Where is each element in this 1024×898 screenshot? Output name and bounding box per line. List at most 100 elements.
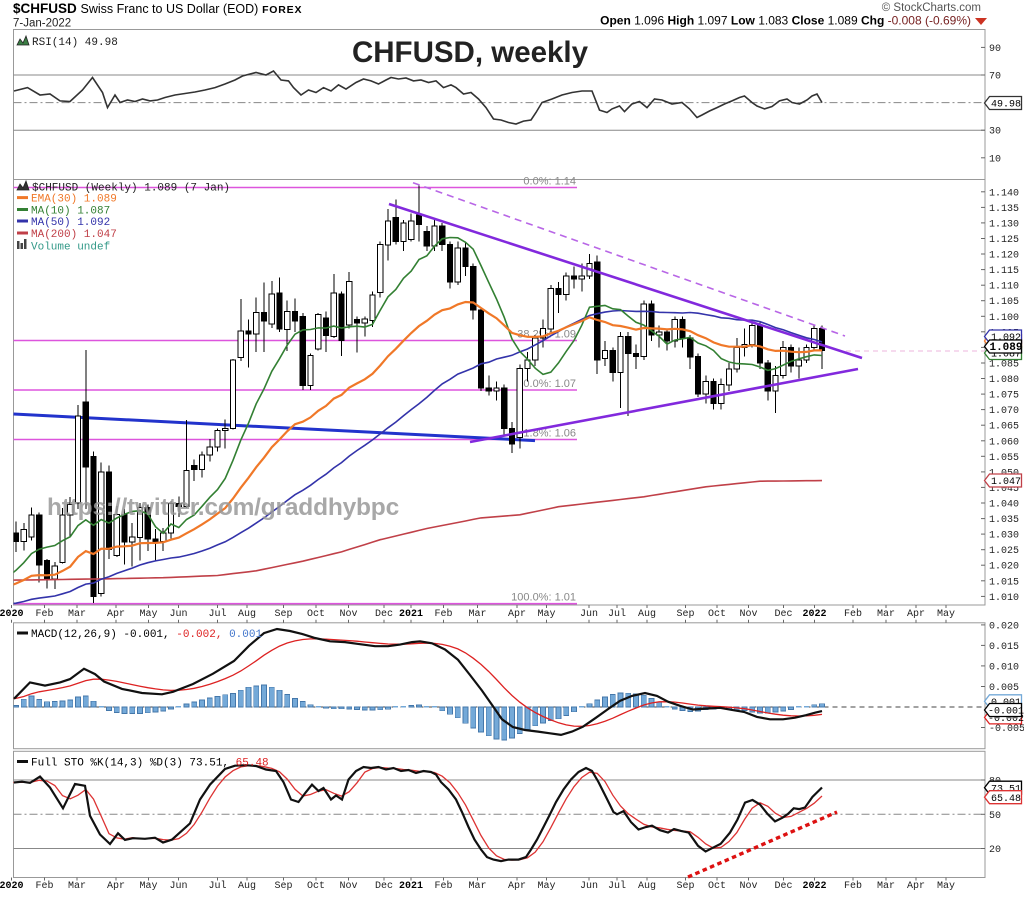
svg-text:Mar: Mar bbox=[877, 609, 895, 620]
svg-text:1.135: 1.135 bbox=[989, 204, 1019, 215]
svg-text:1.047: 1.047 bbox=[991, 477, 1021, 488]
svg-text:EMA(30) 1.089: EMA(30) 1.089 bbox=[31, 194, 117, 206]
svg-text:Dec: Dec bbox=[375, 609, 393, 620]
svg-text:Full STO %K(14,3) %D(3) 73.51,: Full STO %K(14,3) %D(3) 73.51, 65.48 bbox=[31, 758, 269, 770]
svg-text:1.087: 1.087 bbox=[991, 350, 1021, 361]
svg-text:1.075: 1.075 bbox=[989, 391, 1019, 402]
svg-text:-0.005: -0.005 bbox=[989, 724, 1024, 735]
svg-text:MA(200) 1.047: MA(200) 1.047 bbox=[31, 229, 117, 241]
svg-text:1.070: 1.070 bbox=[989, 406, 1019, 417]
svg-text:May: May bbox=[537, 881, 555, 892]
svg-text:Sep: Sep bbox=[274, 609, 292, 620]
svg-text:Apr: Apr bbox=[107, 881, 125, 892]
svg-text:Volume undef: Volume undef bbox=[31, 242, 110, 254]
svg-text:2021: 2021 bbox=[399, 881, 423, 892]
svg-text:70: 70 bbox=[989, 72, 1001, 83]
svg-text:-0.002: -0.002 bbox=[988, 714, 1024, 725]
svg-text:Apr: Apr bbox=[508, 609, 526, 620]
svg-text:MACD(12,26,9) -0.001, -0.002,: MACD(12,26,9) -0.001, -0.002, 0.001 bbox=[31, 629, 262, 641]
svg-text:1.130: 1.130 bbox=[989, 219, 1019, 230]
svg-text:0.005: 0.005 bbox=[989, 683, 1019, 694]
svg-text:1.105: 1.105 bbox=[989, 297, 1019, 308]
svg-text:1.010: 1.010 bbox=[989, 593, 1019, 604]
svg-text:20: 20 bbox=[989, 845, 1001, 856]
svg-text:May: May bbox=[537, 609, 555, 620]
svg-text:Nov: Nov bbox=[739, 881, 757, 892]
svg-text:Mar: Mar bbox=[68, 881, 86, 892]
svg-text:2020: 2020 bbox=[0, 609, 24, 620]
svg-text:May: May bbox=[139, 609, 157, 620]
svg-text:7-Jan-2022: 7-Jan-2022 bbox=[13, 18, 71, 30]
svg-text:Mar: Mar bbox=[877, 881, 895, 892]
svg-text:Apr: Apr bbox=[907, 609, 925, 620]
svg-text:1.025: 1.025 bbox=[989, 546, 1019, 557]
svg-text:Apr: Apr bbox=[907, 881, 925, 892]
svg-text:2022: 2022 bbox=[802, 609, 826, 620]
svg-text:Nov: Nov bbox=[339, 609, 357, 620]
svg-text:1.060: 1.060 bbox=[989, 437, 1019, 448]
svg-text:MA(10) 1.087: MA(10) 1.087 bbox=[31, 206, 110, 218]
svg-text:2022: 2022 bbox=[802, 881, 826, 892]
svg-text:0.015: 0.015 bbox=[989, 642, 1019, 653]
svg-text:65.48: 65.48 bbox=[991, 794, 1021, 805]
svg-text:May: May bbox=[139, 881, 157, 892]
svg-text:2021: 2021 bbox=[399, 609, 423, 620]
svg-text:Aug: Aug bbox=[238, 881, 256, 892]
svg-text:Mar: Mar bbox=[68, 609, 86, 620]
svg-text:0.020: 0.020 bbox=[989, 621, 1019, 632]
svg-text:Feb: Feb bbox=[434, 880, 452, 892]
svg-text:0.010: 0.010 bbox=[989, 662, 1019, 673]
svg-text:Aug: Aug bbox=[638, 609, 656, 620]
svg-text:MA(50) 1.092: MA(50) 1.092 bbox=[31, 217, 110, 229]
svg-text:1.120: 1.120 bbox=[989, 251, 1019, 262]
svg-text:Dec: Dec bbox=[375, 881, 393, 892]
svg-text:1.110: 1.110 bbox=[989, 282, 1019, 293]
svg-text:Feb: Feb bbox=[35, 880, 53, 892]
svg-text:Apr: Apr bbox=[107, 609, 125, 620]
svg-text:1.089: 1.089 bbox=[989, 342, 1022, 354]
svg-text:May: May bbox=[937, 609, 955, 620]
svg-text:1.080: 1.080 bbox=[989, 375, 1019, 386]
svg-text:1.030: 1.030 bbox=[989, 531, 1019, 542]
svg-text:Aug: Aug bbox=[238, 609, 256, 620]
svg-text:1.140: 1.140 bbox=[989, 188, 1019, 199]
svg-text:50: 50 bbox=[989, 811, 1001, 822]
svg-text:Oct: Oct bbox=[307, 609, 325, 620]
svg-text:2020: 2020 bbox=[0, 881, 24, 892]
svg-text:Feb: Feb bbox=[844, 880, 862, 892]
svg-text:Jul: Jul bbox=[608, 608, 626, 620]
svg-text:73.51: 73.51 bbox=[991, 784, 1021, 795]
svg-text:Feb: Feb bbox=[434, 608, 452, 620]
svg-text:© StockCharts.com: © StockCharts.com bbox=[882, 2, 981, 14]
svg-text:1.020: 1.020 bbox=[989, 562, 1019, 573]
svg-text:https://twitter.com/graddhybpc: https://twitter.com/graddhybpc bbox=[47, 494, 399, 521]
svg-text:Sep: Sep bbox=[274, 881, 292, 892]
svg-text:100.0%: 1.01: 100.0%: 1.01 bbox=[511, 592, 576, 604]
svg-text:1.092: 1.092 bbox=[991, 333, 1021, 344]
svg-text:1.065: 1.065 bbox=[989, 422, 1019, 433]
svg-text:Jul: Jul bbox=[208, 608, 226, 620]
svg-text:61.8%: 1.06: 61.8%: 1.06 bbox=[517, 428, 576, 440]
svg-text:1.125: 1.125 bbox=[989, 235, 1019, 246]
svg-text:1.055: 1.055 bbox=[989, 453, 1019, 464]
svg-text:90: 90 bbox=[989, 44, 1001, 55]
svg-text:RSI(14) 49.98: RSI(14) 49.98 bbox=[32, 37, 118, 49]
svg-text:Open 1.096 High 1.097 Low 1.08: Open 1.096 High 1.097 Low 1.083 Close 1.… bbox=[600, 14, 971, 28]
svg-text:1.040: 1.040 bbox=[989, 500, 1019, 511]
svg-text:CHFUSD, weekly: CHFUSD, weekly bbox=[352, 36, 589, 69]
svg-text:Jun: Jun bbox=[580, 609, 598, 620]
svg-text:30: 30 bbox=[989, 127, 1001, 138]
svg-text:0.0%: 1.14: 0.0%: 1.14 bbox=[523, 176, 576, 188]
svg-text:Jun: Jun bbox=[169, 609, 187, 620]
svg-text:Nov: Nov bbox=[739, 609, 757, 620]
svg-text:Jun: Jun bbox=[580, 881, 598, 892]
svg-text:Apr: Apr bbox=[508, 881, 526, 892]
svg-text:$CHFUSD (Weekly) 1.089 (7 Jan): $CHFUSD (Weekly) 1.089 (7 Jan) bbox=[32, 183, 230, 195]
svg-text:1.035: 1.035 bbox=[989, 515, 1019, 526]
svg-text:May: May bbox=[937, 881, 955, 892]
svg-text:Aug: Aug bbox=[638, 881, 656, 892]
svg-text:Mar: Mar bbox=[468, 609, 486, 620]
svg-text:Nov: Nov bbox=[339, 881, 357, 892]
svg-text:Feb: Feb bbox=[35, 608, 53, 620]
svg-text:Mar: Mar bbox=[468, 881, 486, 892]
